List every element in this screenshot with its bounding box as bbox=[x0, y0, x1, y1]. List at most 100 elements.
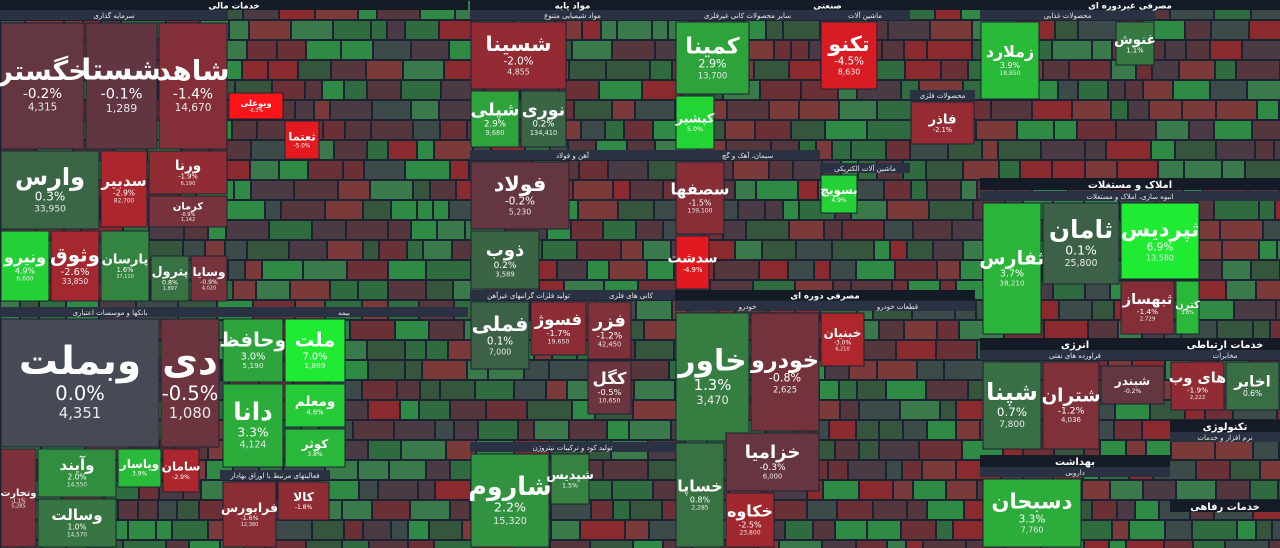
stock-tile[interactable] bbox=[228, 92, 284, 120]
stock-tile[interactable] bbox=[1042, 202, 1120, 285]
stock-tile[interactable] bbox=[675, 161, 725, 235]
stock-tile[interactable] bbox=[675, 21, 750, 95]
stock-tile[interactable] bbox=[470, 90, 520, 148]
stock-tile[interactable] bbox=[982, 361, 1042, 450]
stock-tile[interactable] bbox=[982, 202, 1042, 335]
stock-name: ونیرو bbox=[3, 248, 46, 267]
filler-tile bbox=[649, 461, 681, 479]
stock-tile[interactable] bbox=[0, 230, 50, 302]
stock-tile[interactable] bbox=[284, 428, 346, 468]
stock-volume: 7,800 bbox=[999, 420, 1025, 430]
stock-tile[interactable] bbox=[1115, 21, 1155, 66]
stock-name: فزر bbox=[592, 312, 626, 332]
filler-tile bbox=[339, 181, 369, 199]
filler-tile bbox=[124, 541, 165, 548]
stock-tile[interactable] bbox=[587, 301, 632, 360]
filler-tile bbox=[479, 421, 517, 439]
stock-tile[interactable] bbox=[675, 312, 750, 442]
stock-tile[interactable] bbox=[148, 195, 228, 228]
stock-tile[interactable] bbox=[587, 360, 632, 415]
stock-tile[interactable] bbox=[0, 150, 100, 230]
stock-tile[interactable] bbox=[162, 448, 200, 493]
stock-tile[interactable] bbox=[160, 318, 220, 448]
stock-tile[interactable] bbox=[820, 21, 878, 90]
stock-tile[interactable] bbox=[222, 318, 284, 383]
stock-volume: 33,850 bbox=[62, 277, 89, 286]
filler-tile bbox=[420, 401, 449, 419]
stock-tile[interactable] bbox=[100, 150, 148, 228]
stock-tile[interactable] bbox=[980, 21, 1040, 100]
stock-name: خودرو bbox=[750, 347, 819, 373]
stock-tile[interactable] bbox=[982, 478, 1082, 548]
filler-tile bbox=[814, 521, 834, 539]
filler-tile bbox=[907, 541, 922, 548]
stock-tile[interactable] bbox=[470, 161, 570, 230]
stock-tile[interactable] bbox=[100, 230, 150, 302]
stock-tile[interactable] bbox=[158, 22, 228, 150]
filler-tile bbox=[396, 321, 428, 339]
stock-tile[interactable] bbox=[1120, 280, 1175, 335]
stock-tile[interactable] bbox=[675, 235, 710, 290]
stock-tile[interactable] bbox=[85, 22, 158, 150]
stock-tile[interactable] bbox=[0, 318, 160, 448]
stock-change: 4.9% bbox=[15, 266, 36, 275]
filler-tile bbox=[947, 481, 976, 499]
stock-name: شبندر bbox=[1114, 374, 1150, 388]
stock-tile[interactable] bbox=[675, 442, 725, 548]
stock-tile[interactable] bbox=[675, 95, 715, 150]
stock-tile[interactable] bbox=[530, 301, 587, 356]
stock-name: سدبیر bbox=[100, 172, 146, 190]
stock-tile[interactable] bbox=[1042, 361, 1100, 450]
stock-tile[interactable] bbox=[1120, 202, 1200, 280]
stock-tile[interactable] bbox=[37, 448, 117, 498]
stock-change: 6.9% bbox=[1147, 241, 1174, 253]
filler-tile bbox=[1033, 101, 1071, 119]
stock-tile[interactable] bbox=[222, 383, 284, 468]
stock-tile[interactable] bbox=[117, 448, 162, 488]
stock-tile[interactable] bbox=[190, 255, 228, 302]
filler-tile bbox=[332, 61, 365, 79]
stock-tile[interactable] bbox=[50, 230, 100, 302]
stock-tile[interactable] bbox=[820, 312, 865, 367]
stock-volume: 19,650 bbox=[548, 339, 570, 346]
filler-tile bbox=[451, 401, 485, 419]
stock-tile[interactable] bbox=[750, 312, 820, 432]
filler-tile bbox=[1172, 441, 1214, 459]
filler-tile bbox=[414, 121, 439, 139]
filler-tile bbox=[651, 61, 671, 79]
filler-tile bbox=[1216, 441, 1252, 459]
stock-tile[interactable] bbox=[277, 481, 330, 521]
stock-tile[interactable] bbox=[470, 230, 540, 290]
filler-tile bbox=[630, 421, 670, 439]
filler-tile bbox=[889, 21, 929, 39]
stock-tile[interactable] bbox=[470, 21, 567, 90]
stock-tile[interactable] bbox=[150, 255, 190, 302]
filler-tile bbox=[841, 401, 858, 419]
stock-tile[interactable] bbox=[1175, 280, 1200, 335]
stock-tile[interactable] bbox=[222, 481, 277, 548]
filler-tile bbox=[440, 101, 477, 119]
stock-tile[interactable] bbox=[470, 301, 530, 370]
stock-tile[interactable] bbox=[520, 90, 567, 148]
sector-header bbox=[0, 0, 468, 10]
stock-tile[interactable] bbox=[37, 498, 117, 548]
filler-tile bbox=[564, 121, 580, 139]
filler-tile bbox=[252, 141, 295, 159]
stock-tile[interactable] bbox=[284, 120, 320, 160]
filler-tile bbox=[790, 221, 823, 239]
stock-tile[interactable] bbox=[0, 22, 85, 150]
stock-tile[interactable] bbox=[725, 492, 775, 548]
stock-tile[interactable] bbox=[470, 453, 550, 548]
stock-tile[interactable] bbox=[0, 448, 37, 548]
stock-tile[interactable] bbox=[910, 101, 975, 145]
stock-tile[interactable] bbox=[550, 453, 590, 505]
filler-tile bbox=[307, 41, 340, 59]
stock-tile[interactable] bbox=[1100, 365, 1165, 405]
stock-tile[interactable] bbox=[820, 174, 858, 214]
stock-tile[interactable] bbox=[148, 150, 228, 195]
stock-tile[interactable] bbox=[1170, 361, 1225, 411]
stock-tile[interactable] bbox=[284, 318, 346, 383]
stock-tile[interactable] bbox=[1225, 361, 1280, 411]
stock-tile[interactable] bbox=[284, 383, 346, 428]
stock-tile[interactable] bbox=[725, 432, 820, 492]
